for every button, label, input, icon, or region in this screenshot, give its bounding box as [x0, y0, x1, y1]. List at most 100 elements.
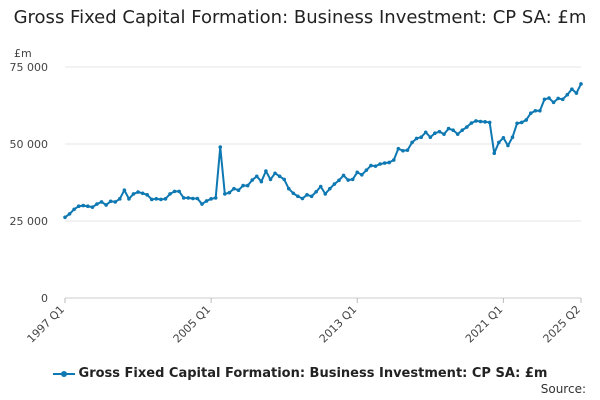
data-point[interactable] [465, 125, 469, 129]
data-point[interactable] [547, 96, 551, 100]
data-point[interactable] [213, 196, 218, 200]
data-point[interactable] [405, 148, 410, 152]
data-point[interactable] [163, 197, 168, 201]
data-point[interactable] [328, 186, 332, 191]
data-point[interactable] [437, 129, 442, 134]
data-point[interactable] [414, 136, 419, 141]
data-point[interactable] [542, 97, 547, 102]
data-point[interactable] [264, 169, 268, 173]
data-point[interactable] [268, 177, 273, 182]
data-point[interactable] [186, 196, 191, 200]
data-point[interactable] [556, 96, 560, 101]
data-point[interactable] [227, 190, 232, 195]
data-point[interactable] [159, 197, 163, 202]
data-point[interactable] [291, 191, 296, 196]
data-point[interactable] [218, 145, 223, 149]
data-point[interactable] [305, 193, 309, 197]
data-point[interactable] [519, 120, 524, 125]
data-point[interactable] [168, 192, 172, 196]
data-point[interactable] [538, 108, 542, 113]
data-point[interactable] [483, 120, 487, 124]
data-point[interactable] [86, 204, 90, 209]
data-point[interactable] [442, 132, 446, 136]
data-point[interactable] [145, 193, 149, 197]
data-point[interactable] [131, 192, 136, 196]
data-point[interactable] [506, 143, 510, 148]
data-point[interactable] [373, 164, 378, 168]
data-point[interactable] [455, 132, 460, 136]
data-point[interactable] [282, 177, 286, 182]
data-point[interactable] [63, 215, 67, 220]
data-point[interactable] [309, 194, 314, 199]
data-point[interactable] [195, 196, 200, 201]
data-point[interactable] [528, 111, 533, 115]
data-point[interactable] [108, 199, 113, 204]
data-point[interactable] [273, 171, 277, 176]
data-point[interactable] [154, 197, 159, 201]
data-point[interactable] [401, 148, 405, 153]
data-point[interactable] [296, 194, 300, 199]
data-point[interactable] [323, 192, 328, 196]
data-point[interactable] [510, 135, 515, 140]
data-point[interactable] [396, 146, 401, 151]
data-point[interactable] [286, 186, 291, 191]
data-point[interactable] [259, 179, 264, 184]
data-point[interactable] [236, 188, 241, 192]
data-point[interactable] [72, 207, 76, 212]
data-point[interactable] [245, 183, 250, 188]
data-point[interactable] [423, 130, 428, 135]
data-point[interactable] [241, 183, 245, 188]
data-point[interactable] [410, 140, 414, 145]
data-point[interactable] [76, 204, 81, 209]
data-point[interactable] [318, 184, 323, 189]
data-point[interactable] [127, 197, 131, 201]
data-point[interactable] [533, 108, 538, 113]
data-point[interactable] [149, 197, 154, 202]
data-point[interactable] [277, 174, 282, 179]
data-point[interactable] [332, 182, 337, 186]
data-point[interactable] [478, 119, 483, 124]
data-point[interactable] [382, 161, 387, 165]
data-point[interactable] [95, 202, 99, 206]
data-point[interactable] [118, 197, 122, 201]
data-point[interactable] [565, 92, 570, 97]
data-point[interactable] [200, 202, 204, 206]
data-point[interactable] [177, 189, 181, 194]
data-point[interactable] [391, 158, 396, 162]
data-point[interactable] [560, 97, 565, 102]
data-point[interactable] [469, 121, 474, 125]
data-point[interactable] [337, 178, 341, 183]
data-point[interactable] [497, 140, 501, 145]
data-point[interactable] [181, 196, 186, 200]
data-point[interactable] [369, 163, 373, 168]
data-point[interactable] [515, 121, 519, 126]
data-point[interactable] [460, 128, 465, 132]
data-point[interactable] [378, 162, 382, 166]
data-point[interactable] [551, 100, 556, 105]
data-point[interactable] [300, 196, 305, 201]
data-point[interactable] [524, 118, 528, 122]
data-point[interactable] [204, 199, 209, 203]
data-point[interactable] [136, 190, 140, 194]
data-point[interactable] [492, 151, 497, 156]
data-point[interactable] [350, 177, 355, 182]
data-point[interactable] [446, 126, 451, 131]
data-point[interactable] [501, 136, 506, 140]
data-point[interactable] [67, 212, 72, 216]
data-point[interactable] [113, 200, 118, 204]
data-point[interactable] [355, 170, 360, 175]
data-point[interactable] [254, 174, 259, 179]
data-point[interactable] [191, 196, 195, 201]
data-point[interactable] [223, 192, 227, 196]
data-point[interactable] [90, 205, 95, 209]
data-point[interactable] [364, 168, 369, 172]
data-point[interactable] [140, 191, 145, 196]
data-point[interactable] [360, 173, 364, 177]
data-point[interactable] [232, 186, 236, 191]
data-point[interactable] [574, 91, 579, 95]
data-point[interactable] [314, 189, 318, 194]
data-point[interactable] [250, 178, 255, 182]
data-point[interactable] [428, 135, 433, 140]
legend[interactable]: Gross Fixed Capital Formation: Business … [0, 366, 600, 381]
data-point[interactable] [122, 188, 127, 192]
